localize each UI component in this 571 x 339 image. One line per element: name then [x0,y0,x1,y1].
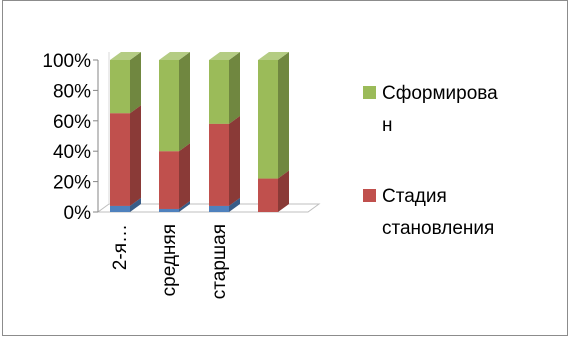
x-tick-label: средняя [159,224,180,296]
y-tick-label: 100% [42,51,91,72]
bar-top [159,52,190,60]
bar-side [229,197,240,212]
bar-segment [258,52,289,179]
bar-front [258,60,278,179]
y-tick-label: 60% [53,112,91,133]
stacked-bar-chart: 0% 20% 40% 60% 80% 100% 2-я… средняя старшая Сф… [42,51,498,299]
y-tick-label: 40% [53,142,91,163]
bar-front [110,60,130,114]
bar-side [278,170,289,212]
legend-entry-1: Сформирова н [363,83,498,136]
y-tick-label: 0% [64,203,92,224]
bar-side [278,52,289,179]
bar-side [130,52,141,114]
bar-segment [110,105,141,206]
x-tick-label: 2-я… [110,224,131,270]
bar-top [258,52,289,60]
bar-top [209,52,240,60]
bar-segment [258,170,289,212]
bar-segment [209,115,240,206]
y-axis: 0% 20% 40% 60% 80% 100% [42,51,99,224]
bar-stack-1 [110,52,141,212]
bar-front [159,60,179,152]
bar-stack-4 [258,52,289,212]
legend-swatch [363,189,376,202]
bar-top [110,52,141,60]
bar-side [179,143,190,209]
legend: Сформирова н Стадия становления [363,83,498,239]
bar-segment [110,52,141,114]
bar-front [209,205,229,212]
legend-entry-2: Стадия становления [363,186,494,239]
legend-label: Сформирова [382,83,498,104]
y-tick-label: 80% [53,81,91,102]
bar-side [229,115,240,206]
y-tick-label: 20% [53,173,91,194]
bar-stack-3 [209,52,240,212]
bar-front [209,123,229,206]
bar-segment [159,52,190,152]
bar-segment [159,143,190,209]
legend-swatch [363,86,376,99]
bar-segment [209,52,240,124]
legend-label: н [382,115,393,136]
x-tick-label: старшая [209,224,230,299]
legend-label: становления [382,218,494,239]
bar-side [130,197,141,212]
bar-front [258,178,278,212]
bar-front [159,151,179,209]
x-axis-labels: 2-я… средняя старшая [110,224,230,299]
bar-stack-2 [159,52,190,212]
bar-front [110,205,130,212]
bar-side [179,200,190,212]
bar-stacks [110,52,289,212]
bar-side [179,52,190,152]
bar-side [229,52,240,124]
bar-front [110,113,130,206]
bar-side [130,105,141,206]
legend-label: Стадия [382,186,447,207]
bar-front [159,208,179,212]
bar-front [209,60,229,124]
